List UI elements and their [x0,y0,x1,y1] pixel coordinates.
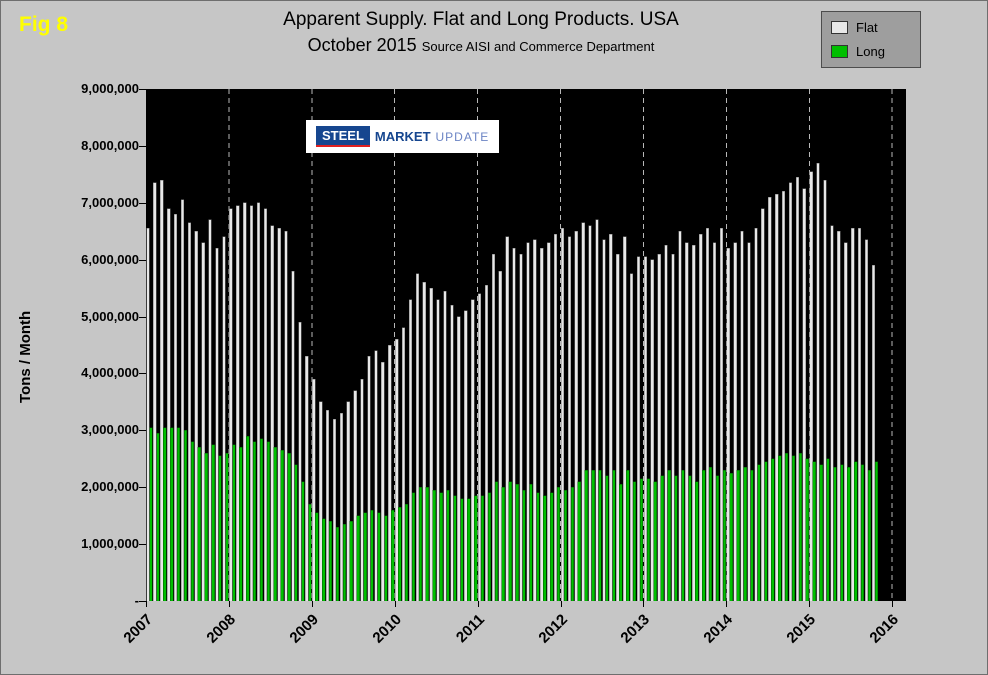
y-tick-label: 3,000,000 [81,422,139,438]
legend-label-flat: Flat [856,20,878,35]
x-tick-mark [809,601,811,607]
x-tick-label: 2014 [700,611,737,647]
y-tick-mark [139,373,146,375]
x-tick-mark [643,601,645,607]
x-tick-mark [394,601,396,607]
y-tick-mark [139,202,146,204]
y-tick-mark [139,145,146,147]
y-tick-mark [139,430,146,432]
y-tick-label: 7,000,000 [81,194,139,210]
y-tick-mark [139,544,146,546]
x-tick-mark [311,601,313,607]
y-tick-label: 5,000,000 [81,308,139,324]
y-axis-title: Tons / Month [17,310,34,403]
legend: Flat Long [821,11,921,68]
x-tick-mark [726,601,728,607]
x-tick-label: 2012 [534,611,571,647]
y-tick-mark [139,89,146,90]
x-tick-label: 2009 [286,611,322,647]
logo-word-steel: STEEL [316,126,370,147]
legend-label-long: Long [856,44,885,59]
x-tick-label: 2011 [452,611,488,647]
logo-word-market: MARKET [374,129,431,144]
x-tick-mark [477,601,479,607]
x-tick-label: 2016 [866,611,903,647]
y-tick-label: 2,000,000 [81,479,139,495]
title-block: Apparent Supply. Flat and Long Products.… [101,9,861,56]
long-series-swatch [831,45,848,58]
y-tick-label: 8,000,000 [81,137,139,153]
figure-label: Fig 8 [19,13,69,36]
x-tick-label: 2013 [617,611,654,647]
y-tick-mark [139,601,146,602]
steel-market-update-logo: STEEL MARKET UPDATE [306,120,500,153]
legend-item-long: Long [831,44,911,59]
y-tick-label: 6,000,000 [81,251,139,267]
x-tick-label: 2010 [369,611,405,647]
legend-item-flat: Flat [831,20,911,35]
y-tick-label: 1,000,000 [81,536,139,552]
x-tick-mark [228,601,230,607]
flat-series-swatch [831,21,848,34]
chart-title: Apparent Supply. Flat and Long Products.… [283,9,679,30]
y-tick-mark [139,487,146,489]
logo-word-update: UPDATE [435,129,490,144]
subtitle-date: October 2015 [307,35,417,55]
subtitle-source: Source AISI and Commerce Department [421,39,655,54]
y-tick-mark [139,316,146,318]
x-tick-label: 2007 [120,611,157,647]
x-tick-mark [560,601,562,607]
y-tick-label: - [134,593,139,608]
x-tick-label: 2015 [783,611,820,647]
x-tick-mark [892,601,894,607]
y-tick-label: 4,000,000 [81,365,139,381]
plot-area [146,89,906,601]
y-tick-mark [139,259,146,261]
y-tick-label: 9,000,000 [81,81,139,96]
x-tick-mark [146,601,147,607]
chart-subtitle: October 2015 Source AISI and Commerce De… [101,35,861,56]
x-tick-label: 2008 [203,611,239,647]
